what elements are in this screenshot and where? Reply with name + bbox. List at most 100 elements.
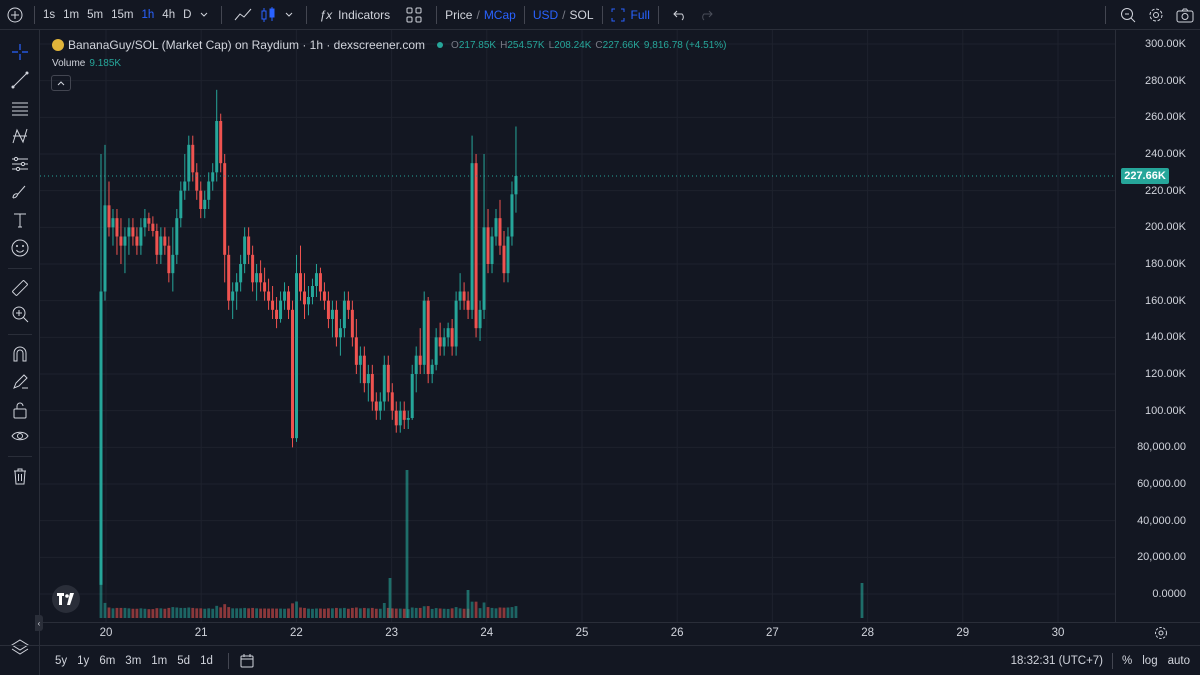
brush-icon[interactable]: [8, 180, 32, 204]
candle-body[interactable]: [514, 176, 518, 195]
crosshair-icon[interactable]: [8, 40, 32, 64]
indicators-button[interactable]: ƒx Indicators: [315, 0, 394, 30]
candle-body[interactable]: [366, 374, 370, 384]
candle-body[interactable]: [510, 194, 514, 237]
candle-body[interactable]: [103, 205, 107, 292]
text-tool-icon[interactable]: [8, 208, 32, 232]
candle-body[interactable]: [490, 236, 494, 265]
candle-body[interactable]: [115, 218, 119, 237]
candle-body[interactable]: [179, 190, 183, 219]
candle-body[interactable]: [370, 374, 374, 402]
candle-body[interactable]: [211, 172, 215, 182]
range-5y[interactable]: 5y: [55, 654, 68, 667]
candle-body[interactable]: [199, 190, 203, 209]
candle-body[interactable]: [406, 418, 410, 420]
candle-body[interactable]: [438, 337, 442, 347]
candle-body[interactable]: [506, 236, 510, 274]
candle-body[interactable]: [350, 309, 354, 338]
candle-body[interactable]: [231, 291, 235, 301]
time-axis[interactable]: 20 21 22 23 24 25 26 27 28 29 30: [40, 622, 1200, 644]
candle-body[interactable]: [498, 218, 502, 246]
candle-body[interactable]: [430, 364, 434, 374]
candles-chart-type-icon[interactable]: [256, 0, 280, 30]
candle-body[interactable]: [239, 264, 243, 283]
candle-body[interactable]: [147, 218, 151, 224]
candle-body[interactable]: [434, 337, 438, 365]
object-tree-layers-icon[interactable]: [8, 635, 32, 659]
range-5d[interactable]: 5d: [177, 654, 191, 667]
candle-body[interactable]: [159, 236, 163, 255]
candle-body[interactable]: [191, 144, 195, 173]
candle-body[interactable]: [139, 227, 143, 246]
candle-body[interactable]: [354, 337, 358, 365]
candle-body[interactable]: [374, 401, 378, 411]
timeframe-1m[interactable]: 1m: [63, 8, 80, 21]
percent-toggle[interactable]: %: [1122, 654, 1133, 667]
candle-body[interactable]: [446, 328, 450, 338]
candle-body[interactable]: [486, 227, 490, 264]
candle-body[interactable]: [219, 121, 223, 164]
candle-body[interactable]: [203, 199, 207, 209]
candle-body[interactable]: [291, 309, 295, 439]
candle-body[interactable]: [494, 218, 498, 237]
candle-body[interactable]: [119, 236, 123, 246]
price-axis[interactable]: 300.00K 280.00K 260.00K 240.00K 220.00K 200.0…: [1115, 30, 1200, 622]
candle-body[interactable]: [163, 236, 167, 246]
candle-body[interactable]: [358, 355, 362, 365]
redo-icon[interactable]: [693, 0, 719, 30]
magnet-icon[interactable]: [8, 342, 32, 366]
candle-body[interactable]: [263, 282, 267, 292]
chart-pane[interactable]: [40, 30, 1115, 622]
layouts-grid-icon[interactable]: [400, 0, 428, 30]
quick-search-icon[interactable]: [1114, 0, 1142, 30]
candle-body[interactable]: [111, 218, 115, 228]
candle-body[interactable]: [462, 291, 466, 301]
candle-body[interactable]: [227, 254, 231, 301]
range-1d[interactable]: 1d: [200, 654, 213, 667]
candle-body[interactable]: [295, 273, 299, 439]
candle-body[interactable]: [279, 300, 283, 319]
timeframe-4h[interactable]: 4h: [162, 8, 176, 21]
candle-body[interactable]: [195, 172, 199, 191]
candle-body[interactable]: [418, 355, 422, 365]
emoji-icon[interactable]: [8, 236, 32, 260]
candle-body[interactable]: [310, 286, 314, 297]
candle-body[interactable]: [175, 218, 179, 255]
symbol-title[interactable]: BananaGuy/SOL (Market Cap) on Raydium · …: [68, 38, 426, 52]
candle-body[interactable]: [450, 328, 454, 347]
candle-body[interactable]: [259, 273, 263, 283]
chart-settings-gear-icon[interactable]: [1154, 626, 1168, 640]
candle-body[interactable]: [382, 364, 386, 402]
candle-body[interactable]: [99, 291, 103, 585]
candle-body[interactable]: [155, 231, 159, 255]
pattern-tool-icon[interactable]: [8, 124, 32, 148]
price-mcap-toggle[interactable]: Price / MCap: [445, 0, 516, 30]
candle-body[interactable]: [470, 163, 474, 310]
candle-body[interactable]: [243, 236, 247, 265]
tradingview-logo[interactable]: [52, 585, 80, 613]
candle-body[interactable]: [247, 236, 251, 255]
timeframe-dropdown-chevron-icon[interactable]: [195, 0, 213, 30]
legend-collapse-button[interactable]: [51, 75, 71, 91]
candle-body[interactable]: [362, 355, 366, 384]
candle-body[interactable]: [398, 410, 402, 426]
candle-body[interactable]: [410, 374, 414, 418]
lock-icon[interactable]: [8, 398, 32, 422]
candle-body[interactable]: [402, 410, 406, 420]
horizontal-lines-icon[interactable]: [8, 96, 32, 120]
candle-body[interactable]: [167, 245, 171, 274]
usd-sol-toggle[interactable]: USD / SOL: [533, 0, 594, 30]
candle-body[interactable]: [454, 300, 458, 347]
trash-icon[interactable]: [8, 464, 32, 488]
range-3m[interactable]: 3m: [125, 654, 142, 667]
candle-body[interactable]: [207, 181, 211, 200]
candle-body[interactable]: [330, 309, 334, 319]
candle-body[interactable]: [426, 300, 430, 374]
candle-body[interactable]: [171, 254, 175, 274]
range-6m[interactable]: 6m: [99, 654, 116, 667]
candle-body[interactable]: [123, 236, 127, 246]
candle-body[interactable]: [127, 227, 131, 237]
candle-body[interactable]: [478, 309, 482, 329]
timeframe-D[interactable]: D: [183, 8, 192, 21]
candle-body[interactable]: [442, 337, 446, 347]
